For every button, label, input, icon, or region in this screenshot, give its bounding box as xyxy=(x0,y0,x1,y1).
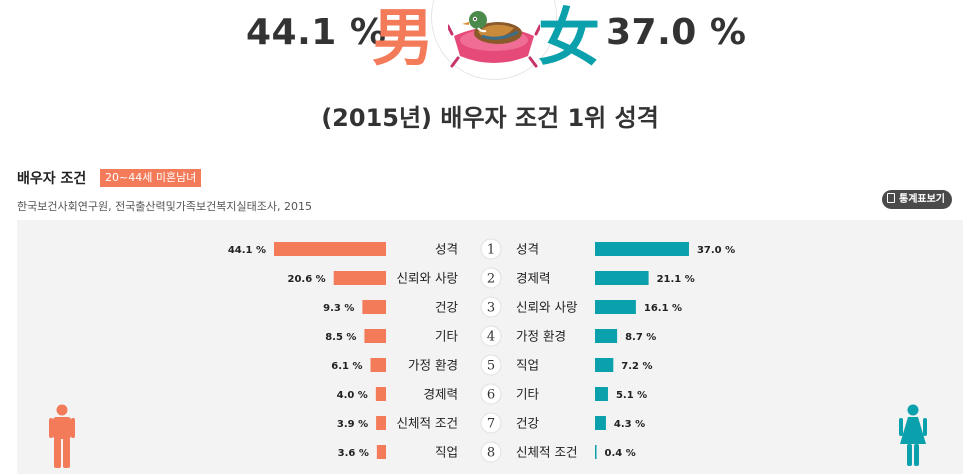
rank-circle xyxy=(480,354,502,376)
rank-number: 8 xyxy=(487,446,495,461)
rank-circle xyxy=(480,325,502,347)
female-value-label: 0.4 % xyxy=(605,448,636,459)
rank-number: 2 xyxy=(487,272,495,287)
male-value-label: 20.6 % xyxy=(287,274,325,285)
male-category-label: 건강 xyxy=(435,300,459,315)
female-bar xyxy=(595,300,636,314)
data-source: 한국보건사회연구원, 전국출산력및가족보건복지실태조사, 2015 xyxy=(17,200,312,213)
male-category-label: 신뢰와 사랑 xyxy=(397,271,459,286)
rank-number: 1 xyxy=(487,243,495,258)
female-bar xyxy=(595,329,618,343)
butterfly-bar-chart: 44.1 % 성격 1 성격 37.0 % 20.6 % 신뢰와 사랑 2 경제력 21.1 % 9… xyxy=(228,238,735,463)
female-bar xyxy=(595,358,614,372)
female-category-label: 신체적 조건 xyxy=(516,445,577,460)
rank-circle xyxy=(480,412,502,434)
age-group-badge: 20~44세 미혼남녀 xyxy=(100,169,202,187)
male-top-percent: 44.1 % xyxy=(246,12,387,53)
male-bar xyxy=(362,300,386,314)
female-bar xyxy=(595,271,649,285)
document-icon xyxy=(887,193,895,203)
male-category-label: 신체적 조건 xyxy=(397,416,458,431)
female-value-label: 21.1 % xyxy=(657,274,695,285)
rank-circle xyxy=(480,238,502,260)
male-value-label: 44.1 % xyxy=(228,245,266,256)
hero-banner: 44.1 % 男 女 37.0 % xyxy=(0,0,980,80)
rank-number: 6 xyxy=(487,388,495,403)
female-value-label: 7.2 % xyxy=(621,361,652,372)
male-bar xyxy=(333,271,386,285)
male-category-label: 직업 xyxy=(435,445,458,460)
rank-circle xyxy=(480,267,502,289)
female-category-label: 성격 xyxy=(516,242,539,257)
male-bar xyxy=(376,445,386,459)
female-category-label: 기타 xyxy=(516,387,540,402)
stats-table-button-label: 통계표보기 xyxy=(899,194,945,205)
rank-circle xyxy=(480,441,502,463)
male-value-label: 3.6 % xyxy=(338,448,369,459)
female-bar xyxy=(595,387,608,401)
female-value-label: 8.7 % xyxy=(625,332,656,343)
rank-number: 4 xyxy=(487,330,495,345)
female-category-label: 경제력 xyxy=(516,271,551,286)
female-person-icon xyxy=(899,404,927,466)
female-category-label: 건강 xyxy=(516,416,540,431)
male-bar xyxy=(274,242,386,256)
page-title: (2015년) 배우자 조건 1위 성격 xyxy=(321,104,659,132)
male-category-label: 기타 xyxy=(435,329,459,344)
male-value-label: 9.3 % xyxy=(323,303,354,314)
rank-number: 3 xyxy=(487,301,495,316)
male-person-icon xyxy=(49,404,75,468)
male-bar xyxy=(364,329,386,343)
female-bar xyxy=(595,242,689,256)
male-category-label: 경제력 xyxy=(423,387,458,402)
male-category-label: 가정 환경 xyxy=(408,358,458,373)
male-value-label: 6.1 % xyxy=(331,361,362,372)
female-symbol: 女 xyxy=(538,1,601,74)
female-bar xyxy=(595,416,606,430)
male-category-label: 성격 xyxy=(435,242,458,257)
male-value-label: 4.0 % xyxy=(337,390,368,401)
male-bar xyxy=(375,387,386,401)
female-value-label: 37.0 % xyxy=(697,245,735,256)
female-category-label: 신뢰와 사랑 xyxy=(516,300,578,315)
male-value-label: 3.9 % xyxy=(337,419,368,430)
female-bar xyxy=(595,445,597,459)
rank-number: 7 xyxy=(487,417,495,432)
female-value-label: 4.3 % xyxy=(614,419,645,430)
female-top-percent: 37.0 % xyxy=(606,12,747,53)
male-bar xyxy=(376,416,386,430)
female-value-label: 16.1 % xyxy=(644,303,682,314)
chart-panel: 44.1 % 성격 1 성격 37.0 % 20.6 % 신뢰와 사랑 2 경제력 21.1 % 9… xyxy=(17,220,963,474)
female-category-label: 가정 환경 xyxy=(516,329,566,344)
rank-circle xyxy=(480,296,502,318)
mandarin-duck-icon xyxy=(448,11,540,68)
section-title: 배우자 조건 xyxy=(17,171,87,187)
female-category-label: 직업 xyxy=(516,358,539,373)
male-symbol: 男 xyxy=(372,1,435,74)
rank-circle xyxy=(480,383,502,405)
stats-table-button[interactable]: 통계표보기 xyxy=(882,190,952,209)
male-value-label: 8.5 % xyxy=(325,332,356,343)
female-value-label: 5.1 % xyxy=(616,390,647,401)
male-bar xyxy=(370,358,386,372)
rank-number: 5 xyxy=(487,359,495,374)
